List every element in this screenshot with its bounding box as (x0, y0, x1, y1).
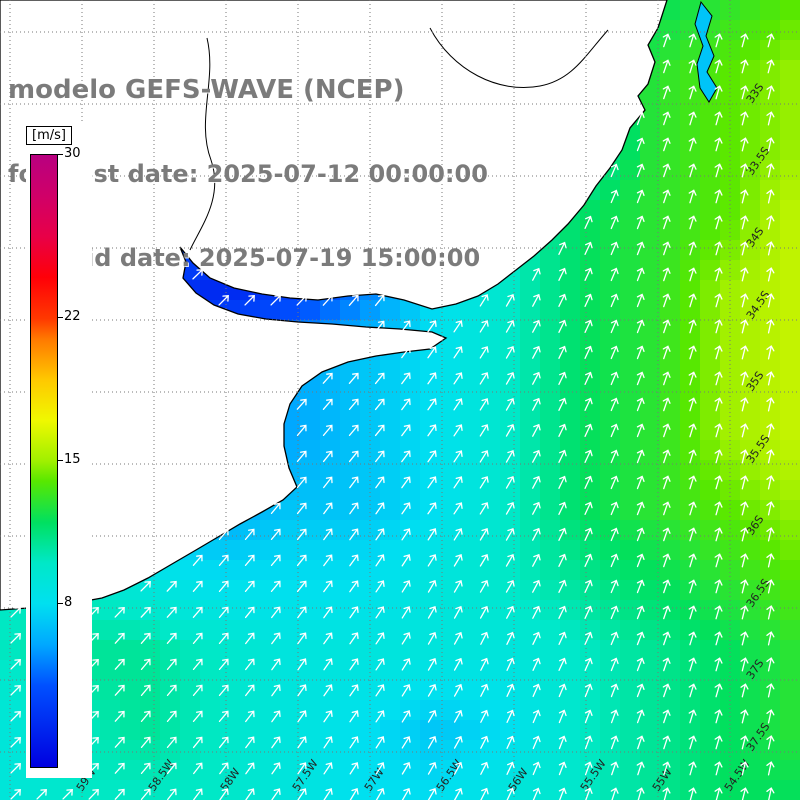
colorbar-tick-mark (57, 460, 63, 461)
colorbar-unit-label: [m/s] (26, 126, 72, 145)
colorbar-tick: 15 (64, 452, 81, 467)
colorbar-tick-mark (57, 154, 63, 155)
lagoon (694, 0, 718, 103)
border-line (429, 27, 609, 88)
model-title: modelo GEFS-WAVE (NCEP) (8, 75, 405, 105)
colorbar-tick-mark (57, 317, 63, 319)
coastline (0, 0, 668, 611)
colorbar-gradient (30, 154, 58, 768)
colorbar-tick: 22 (64, 309, 81, 325)
colorbar-tick: 30 (64, 146, 81, 161)
colorbar-tick: 8 (64, 594, 73, 610)
land-mask (0, 0, 667, 610)
river-line (189, 37, 216, 251)
colorbar: [m/s] 30 22 15 8 (26, 124, 92, 778)
valid-date-line: valid date: 2025-07-19 15:00:00 (46, 244, 481, 272)
colorbar-tick-mark (57, 602, 63, 604)
wind-arrows (10, 33, 775, 800)
